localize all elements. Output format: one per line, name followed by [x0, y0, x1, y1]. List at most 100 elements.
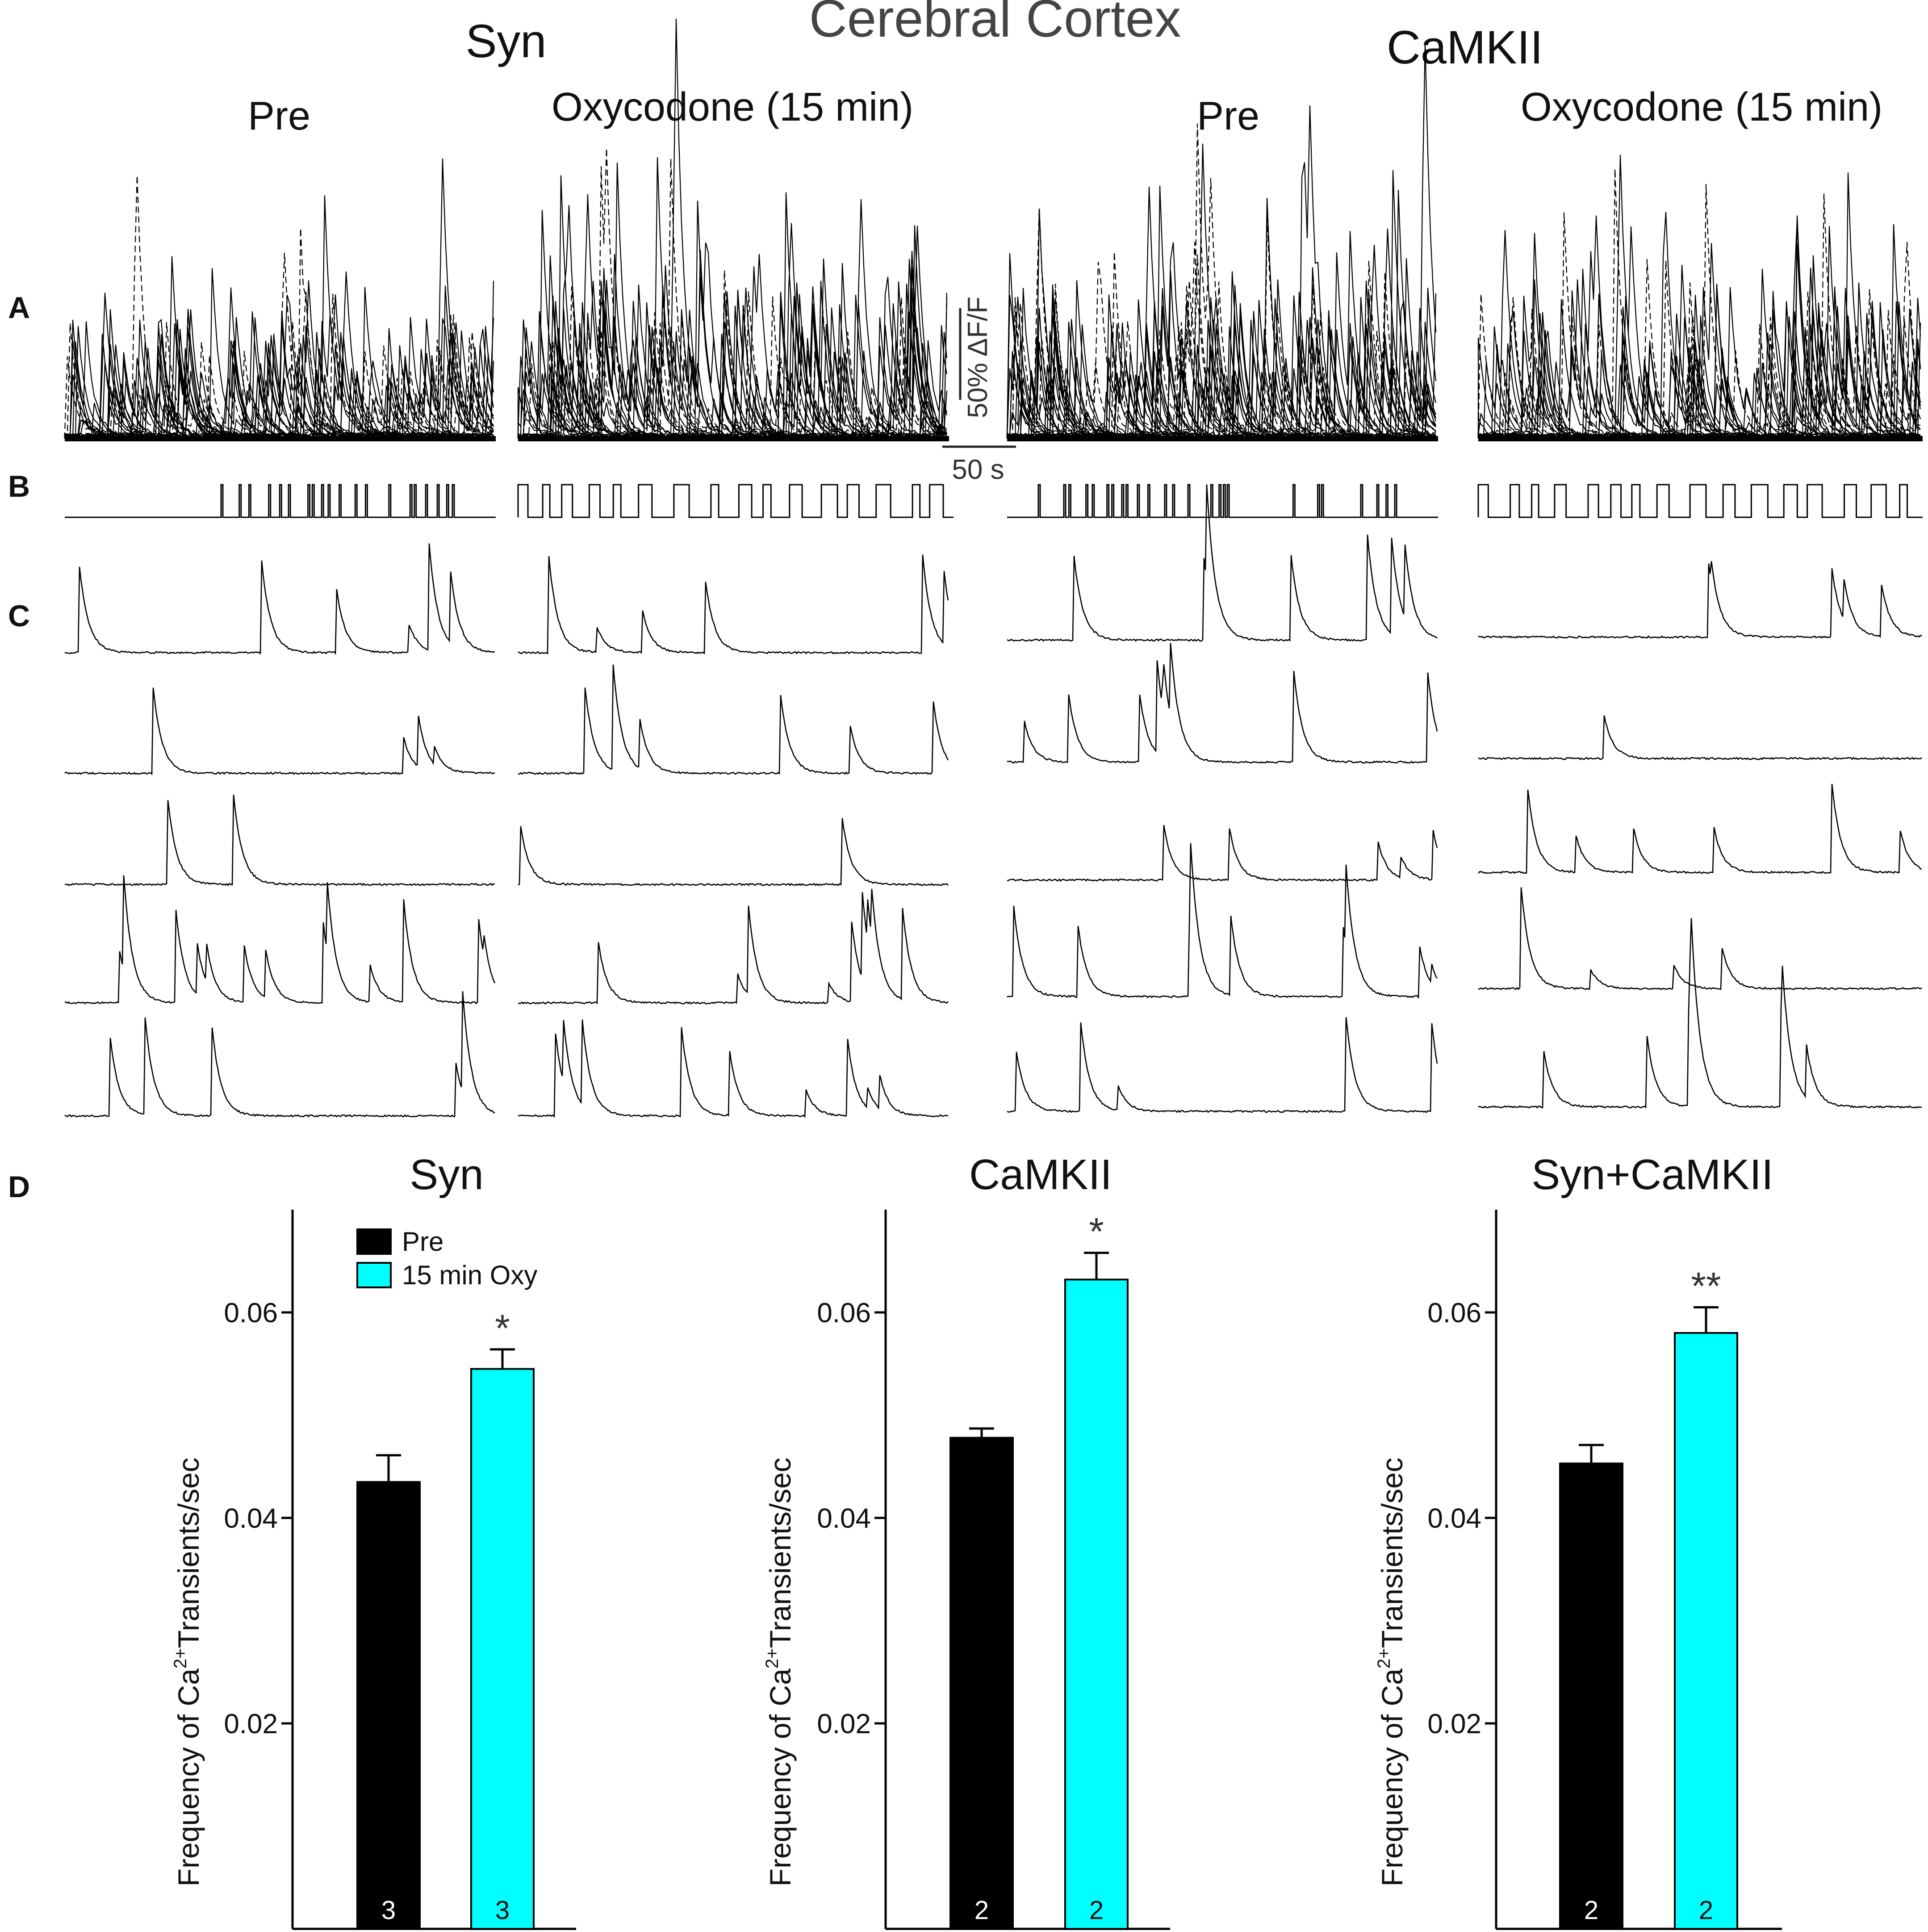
example-trace — [1478, 715, 1922, 760]
bar-n-label: 2 — [974, 1896, 989, 1925]
significance-marker: * — [1089, 1211, 1104, 1253]
overlay-trace — [517, 18, 947, 440]
panel-a-overlay-traces — [64, 18, 1923, 441]
example-trace — [518, 888, 949, 1005]
example-trace — [1007, 1017, 1438, 1113]
example-trace — [64, 875, 496, 1005]
example-trace — [1478, 561, 1922, 639]
overlay-trace — [64, 309, 494, 440]
condition-label-camkii-oxy: Oxycodone (15 min) — [1521, 85, 1882, 130]
chart-title: Syn — [410, 1151, 483, 1199]
overlay-trace — [1006, 244, 1436, 440]
panel-label-a: A — [8, 291, 30, 325]
condition-label-syn-pre: Pre — [248, 94, 310, 138]
example-trace — [64, 543, 495, 655]
event-raster-trace — [65, 484, 496, 518]
example-trace — [1007, 484, 1438, 642]
overlay-trace — [1477, 264, 1921, 440]
y-tick-label: 0.02 — [224, 1709, 278, 1739]
group-title-camkii: CaMKII — [1387, 21, 1543, 74]
y-tick-label: 0.02 — [1427, 1709, 1481, 1739]
overlay-trace — [64, 294, 494, 439]
overlay-trace — [517, 255, 947, 440]
panel-b-event-raster — [65, 484, 1923, 518]
overlay-trace — [517, 192, 948, 440]
overlay-trace — [1477, 226, 1921, 439]
overlay-trace — [1006, 105, 1436, 440]
panel-label-d: D — [8, 1170, 30, 1204]
bar-pre — [356, 1481, 421, 1930]
y-tick-label: 0.02 — [817, 1709, 871, 1739]
example-trace — [1007, 825, 1438, 882]
overlay-trace — [1006, 297, 1437, 439]
overlay-trace — [64, 318, 494, 440]
chart-title: CaMKII — [969, 1151, 1112, 1199]
overlay-trace — [1477, 230, 1921, 440]
event-raster-trace — [1477, 484, 1923, 518]
example-trace — [1007, 843, 1438, 999]
overlay-trace — [1477, 288, 1921, 440]
bar-oxy — [1064, 1278, 1129, 1930]
overlay-trace — [517, 285, 947, 440]
overlay-trace — [1477, 242, 1921, 440]
overlay-trace — [1477, 309, 1921, 440]
overlay-trace — [64, 323, 494, 440]
overlay-trace — [64, 287, 494, 440]
example-trace — [1478, 918, 1922, 1109]
condition-label-syn-oxy: Oxycodone (15 min) — [552, 85, 913, 130]
scale-bar-horizontal-label: 50 s — [952, 454, 1004, 485]
y-tick-label: 0.06 — [817, 1298, 871, 1329]
panel-c-example-traces — [64, 484, 1922, 1118]
bar-pre — [1559, 1463, 1623, 1930]
example-trace — [1007, 643, 1438, 764]
panel-label-b: B — [8, 469, 30, 503]
bar-pre — [949, 1437, 1014, 1930]
example-trace — [64, 991, 495, 1118]
example-trace — [1478, 784, 1922, 874]
panel-d-bar-charts: Syn 0.02 0.04 0.06 Frequency of Ca2+Transien… — [171, 1151, 1782, 1930]
overlay-trace — [1006, 271, 1436, 439]
overlay-trace — [517, 226, 947, 440]
overlay-trace — [64, 310, 494, 440]
legend-swatch — [356, 1262, 392, 1288]
group-title-syn: Syn — [466, 15, 547, 67]
overlay-trace — [1006, 254, 1436, 439]
legend-label: Pre — [402, 1227, 443, 1257]
bar-n-label: 3 — [495, 1896, 510, 1925]
y-tick-label: 0.04 — [1427, 1503, 1481, 1534]
overlay-trace — [1477, 316, 1921, 440]
overlay-trace — [517, 286, 948, 440]
overlay-trace — [1006, 242, 1436, 440]
significance-marker: * — [495, 1307, 510, 1350]
example-trace — [518, 554, 949, 655]
overlay-trace — [517, 281, 948, 440]
overlay-trace — [64, 253, 494, 440]
y-tick-label: 0.04 — [224, 1503, 278, 1534]
example-trace — [518, 664, 949, 775]
bar-oxy — [1674, 1332, 1738, 1930]
y-tick-label: 0.06 — [1427, 1298, 1481, 1329]
overlay-trace — [64, 329, 494, 440]
y-tick-label: 0.04 — [817, 1503, 871, 1534]
panel-label-c: C — [8, 599, 30, 633]
event-raster-trace — [1007, 484, 1438, 518]
y-tick-label: 0.06 — [224, 1298, 278, 1329]
overlay-trace — [517, 265, 947, 440]
y-axis-label: Frequency of Ca2+Transients/sec — [171, 1458, 205, 1886]
y-axis-label: Frequency of Ca2+Transients/sec — [1374, 1458, 1409, 1886]
bar-n-label: 2 — [1089, 1896, 1104, 1925]
bar-n-label: 2 — [1584, 1896, 1598, 1925]
event-raster-trace — [517, 484, 954, 518]
chart-title: Syn+CaMKII — [1531, 1151, 1773, 1199]
legend-swatch — [356, 1228, 392, 1255]
overlay-trace — [1006, 330, 1436, 440]
bar-oxy — [470, 1368, 535, 1930]
example-trace — [1478, 887, 1922, 990]
example-trace — [64, 687, 495, 775]
example-trace — [518, 818, 949, 886]
overlay-trace — [517, 199, 947, 440]
overlay-trace — [1006, 297, 1437, 440]
example-trace — [518, 1019, 949, 1118]
condition-label-camkii-pre: Pre — [1197, 94, 1259, 138]
